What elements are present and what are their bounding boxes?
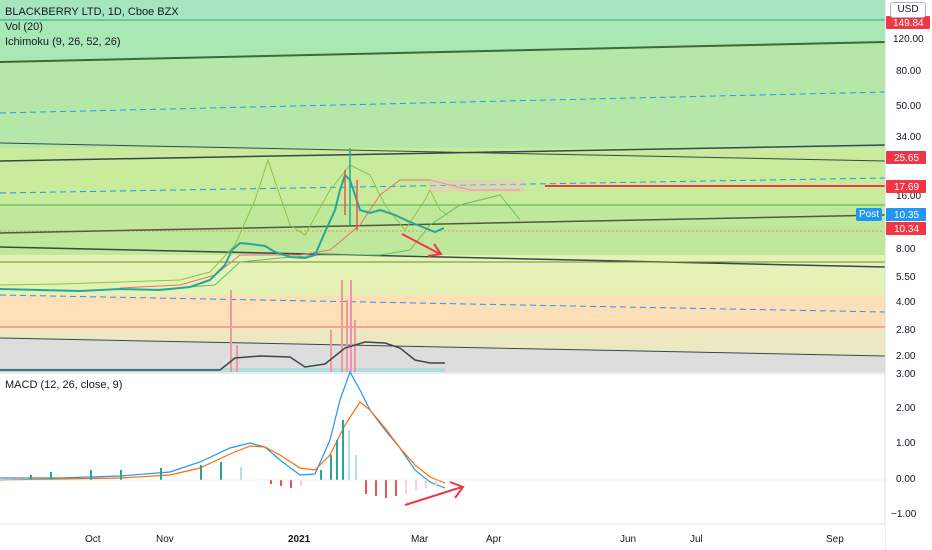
time-label: Jul [690, 534, 703, 545]
time-label: 2021 [288, 534, 311, 545]
price-pane-background [0, 0, 885, 372]
price-axis-background[interactable] [885, 0, 932, 550]
price-tag-17: 17.69 [886, 180, 926, 193]
macd-axis[interactable]: 3.00 2.00 1.00 0.00 −1.00 [891, 369, 917, 520]
macd-histogram [30, 420, 437, 498]
volume-indicator-label[interactable]: Vol (20) [5, 21, 43, 33]
price-tick: 2.80 [896, 325, 916, 336]
currency-button[interactable]: USD [890, 2, 926, 18]
ichimoku-indicator-label[interactable]: Ichimoku (9, 26, 52, 26) [5, 36, 121, 48]
price-tag-10-35: 10.35 [886, 208, 926, 221]
price-tick: 50.00 [896, 101, 921, 112]
time-label: Jun [620, 534, 636, 545]
time-label: Apr [486, 534, 502, 545]
time-label: Mar [411, 534, 429, 545]
macd-tick: −1.00 [891, 509, 917, 520]
price-tick: 5.50 [896, 272, 916, 283]
macd-tick: 0.00 [896, 474, 916, 485]
price-tag-label: 25.65 [894, 153, 919, 164]
price-tag-10-34: 10.34 [886, 222, 926, 235]
price-tick: 16.00 [896, 191, 921, 202]
red-arrow-icon [401, 233, 443, 257]
price-tick: 120.00 [893, 34, 924, 45]
price-tag-149: 149.84 [886, 16, 930, 29]
time-axis[interactable]: Oct Nov 2021 Mar Apr Jun Jul Sep [85, 534, 844, 545]
price-tick: 80.00 [896, 66, 921, 77]
macd-tick: 1.00 [896, 438, 916, 449]
time-label: Nov [156, 534, 174, 545]
price-tick: 2.00 [896, 351, 916, 362]
macd-tick: 2.00 [896, 403, 916, 414]
red-arrow-icon [404, 481, 465, 506]
price-tick: 8.00 [896, 244, 916, 255]
post-market-badge: Post [856, 208, 882, 221]
price-tag-label: 17.69 [894, 182, 919, 193]
price-candles [0, 148, 445, 293]
price-tag-label: 149.84 [893, 18, 924, 29]
volume-bars [0, 280, 445, 372]
macd-pane [0, 370, 885, 524]
price-axis[interactable]: 120.00 80.00 50.00 34.00 16.00 8.00 5.50… [893, 34, 924, 362]
price-tag-label: 10.34 [894, 224, 919, 235]
price-tick: 34.00 [896, 132, 921, 143]
trend-lines[interactable] [0, 19, 886, 357]
time-label: Oct [85, 534, 101, 545]
time-label: Sep [826, 534, 844, 545]
macd-indicator-label[interactable]: MACD (12, 26, close, 9) [5, 379, 123, 391]
price-tick: 4.00 [896, 297, 916, 308]
price-tag-25: 25.65 [886, 151, 926, 164]
price-tag-label: 10.35 [894, 210, 919, 221]
time-axis-background[interactable] [0, 524, 885, 550]
symbol-title[interactable]: BLACKBERRY LTD, 1D, Cboe BZX [5, 6, 179, 18]
macd-tick: 3.00 [896, 369, 916, 380]
